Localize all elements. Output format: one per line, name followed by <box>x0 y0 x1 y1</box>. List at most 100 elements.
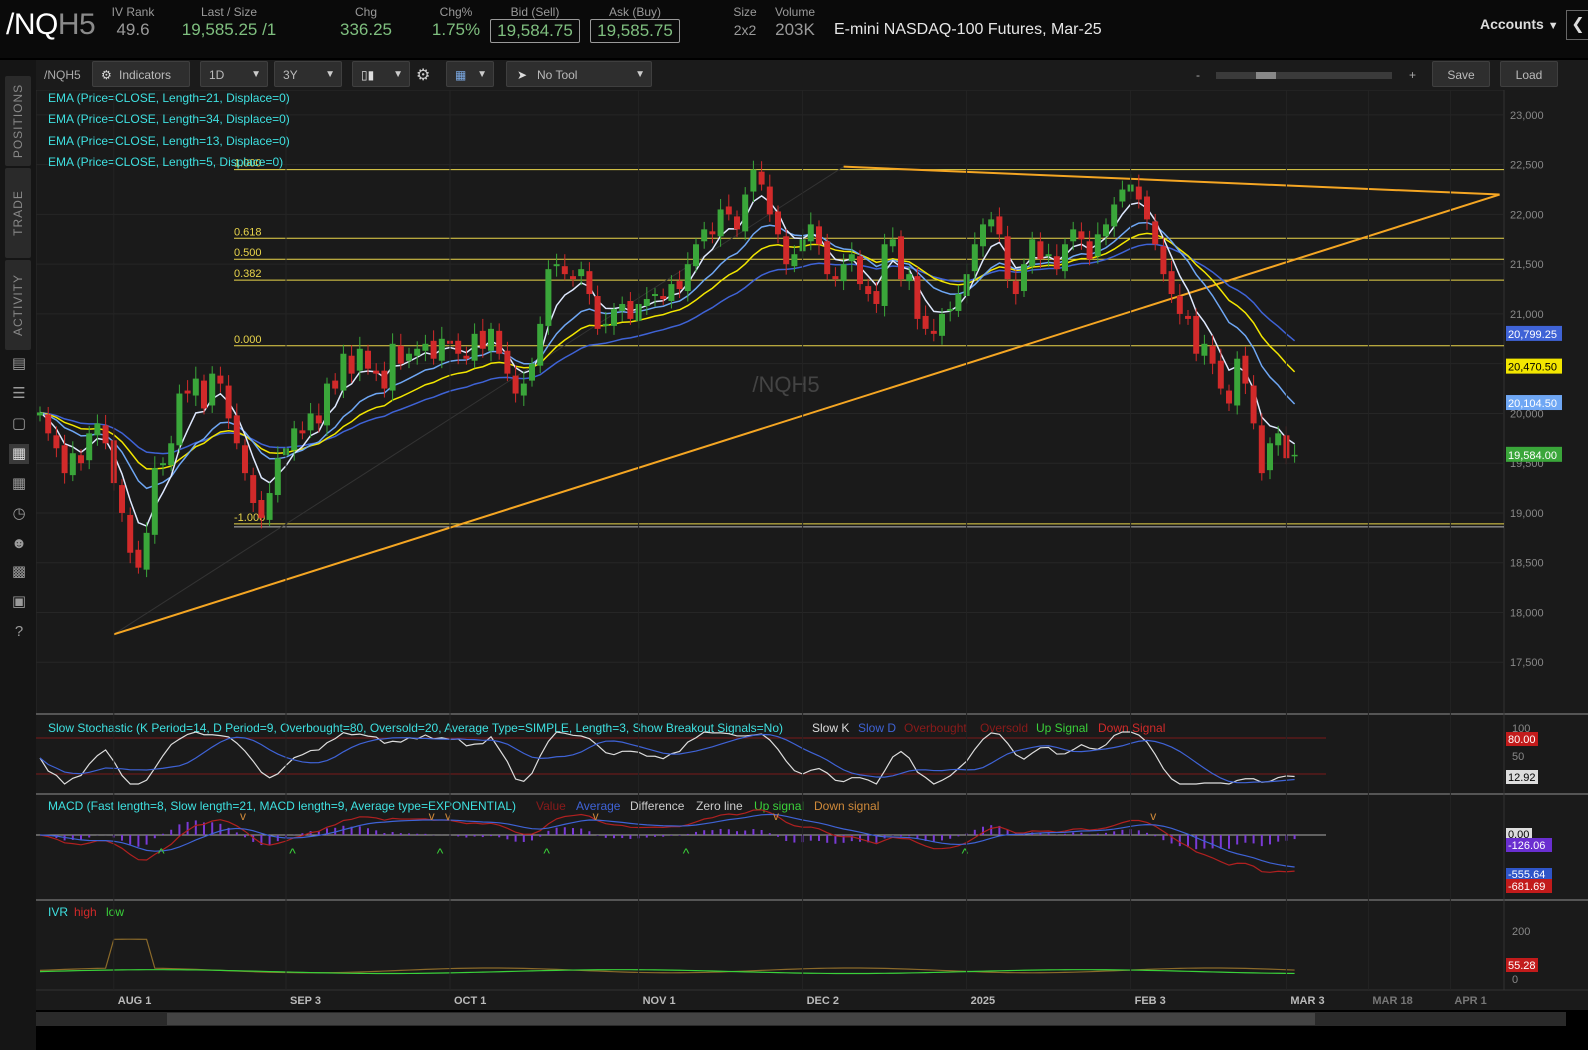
range-select[interactable]: 3Y ▼ <box>274 61 342 87</box>
chart-symbol[interactable]: /NQH5 <box>44 68 81 82</box>
candle-body <box>332 380 339 389</box>
tab-positions[interactable]: POSITIONS <box>5 76 31 166</box>
tv-icon[interactable]: ▢ <box>11 415 27 432</box>
macd-tag-avg-label: -555.64 <box>1508 869 1545 881</box>
symbol-title[interactable]: /NQH5 <box>6 8 96 41</box>
macd-tag-value <box>1506 879 1552 893</box>
zoom-slider[interactable] <box>1216 72 1392 79</box>
down-signal-icon: v <box>429 809 435 823</box>
candle-body <box>619 303 626 311</box>
candle-body <box>840 264 847 282</box>
stoch-legend-slowd: Slow D <box>858 721 896 735</box>
candle-body <box>299 430 306 434</box>
iv-rank: IV Rank 49.6 <box>110 6 156 41</box>
tab-activity[interactable]: ACTIVITY <box>5 260 31 350</box>
macd-signals: ^ v ^ v ^ v ^ v ^ v ^ v <box>158 809 1156 861</box>
candle-body <box>1160 246 1167 275</box>
grid-icon[interactable]: ▦ <box>11 475 27 492</box>
zoom-slider-thumb[interactable] <box>1256 72 1276 79</box>
candle-body <box>1144 196 1150 220</box>
size-value: 2x2 <box>733 22 757 38</box>
stoch-slowk-line <box>39 731 1295 785</box>
candle-body <box>86 433 93 461</box>
horizontal-scrollbar[interactable] <box>36 1012 1566 1026</box>
candle-body <box>1242 355 1249 384</box>
timeframe-select[interactable]: 1D ▼ <box>200 61 268 87</box>
zoom-in-button[interactable]: + <box>1409 68 1417 82</box>
candle-body <box>45 414 52 434</box>
candle-body <box>1176 296 1183 314</box>
candle-body <box>1086 241 1093 260</box>
chevron-left-icon[interactable]: ❮ <box>1566 10 1588 40</box>
candle-body <box>160 463 166 466</box>
zoom-out-button[interactable]: - <box>1196 68 1200 82</box>
candle-body <box>1045 254 1052 257</box>
indicators-button[interactable]: ⚙ Indicators <box>92 61 190 87</box>
candle-body <box>545 269 552 326</box>
macd-legend-value: Value <box>536 799 566 813</box>
candle-body <box>537 323 544 366</box>
candle-body <box>791 254 798 267</box>
accounts-menu[interactable]: Accounts ▼ <box>1480 16 1559 32</box>
candle-body <box>627 300 634 319</box>
candle-body <box>1267 443 1273 471</box>
calendar-icon[interactable]: ▩ <box>11 563 27 580</box>
community-icon[interactable]: ☻ <box>11 535 27 552</box>
candle-body <box>832 276 839 280</box>
drawing-tools-icon[interactable]: ▦ ▼ <box>446 61 494 87</box>
scrollbar-thumb[interactable] <box>167 1013 1315 1025</box>
save-button[interactable]: Save <box>1432 61 1490 87</box>
ivr-tick-200: 200 <box>1512 926 1530 938</box>
news-icon[interactable]: ▤ <box>11 355 27 372</box>
candle-body <box>561 266 568 275</box>
ask-button[interactable]: 19,585.75 <box>590 19 680 43</box>
candle-body <box>898 236 904 280</box>
ema-21-line <box>39 232 1296 470</box>
up-signal-icon: ^ <box>962 845 969 861</box>
list-icon[interactable]: ☰ <box>12 385 26 402</box>
candle-body <box>857 256 863 285</box>
chart-icon[interactable]: ▦ <box>9 444 29 464</box>
price-tick-label: 22,500 <box>1510 160 1544 172</box>
ivr-low-line <box>39 969 1295 975</box>
candle-body <box>1152 221 1159 245</box>
chart-type-select[interactable]: ▯▮ ▼ <box>352 61 410 87</box>
stoch-legend-downsignal: Down Signal <box>1098 721 1165 735</box>
stoch-legend-slowk: Slow K <box>812 721 849 735</box>
last-value: 19,585.25 /1 <box>181 20 277 39</box>
candle-body <box>865 286 872 295</box>
price-chart[interactable]: /NQH5 1.000 0.618 0.500 0.382 0.000 -1.000 17… <box>35 89 1588 1010</box>
bid-label: Bid (Sell) <box>510 5 560 19</box>
chart-area[interactable]: /NQH5 1.000 0.618 0.500 0.382 0.000 -1.000 17… <box>35 89 1588 1010</box>
bid[interactable]: Bid (Sell) 19,584.75 <box>490 6 580 43</box>
tab-trade[interactable]: TRADE <box>5 168 31 258</box>
bid-button[interactable]: 19,584.75 <box>490 19 580 43</box>
candle-body <box>348 355 355 374</box>
last-label: Last / Size <box>200 5 258 19</box>
price-tag <box>1506 395 1562 411</box>
candle-body <box>570 276 576 280</box>
fib-level-label: 0.000 <box>234 334 262 346</box>
gauge-icon[interactable]: ◷ <box>12 505 26 522</box>
candle-body <box>1168 271 1175 295</box>
help-icon[interactable]: ? <box>14 623 24 640</box>
candle-body <box>225 385 232 419</box>
price-tick-label: 22,000 <box>1510 209 1544 221</box>
symbol-description: E-mini NASDAQ-100 Futures, Mar-25 <box>834 21 1102 38</box>
ask[interactable]: Ask (Buy) 19,585.75 <box>590 6 680 43</box>
candle-body <box>766 186 773 215</box>
load-button[interactable]: Load <box>1500 61 1558 87</box>
gear-icon[interactable]: ⚙ <box>416 67 431 84</box>
candle-body <box>102 425 109 444</box>
candle-body <box>529 363 535 381</box>
tool-select[interactable]: ➤ No Tool ▼ <box>506 61 652 87</box>
chevron-down-icon: ▼ <box>393 69 403 80</box>
candle-body <box>127 514 134 553</box>
candle-body <box>1094 234 1101 257</box>
stoch-legend-upsignal: Up Signal <box>1036 721 1088 735</box>
candle-body <box>233 415 240 444</box>
fi-icon[interactable]: ▣ <box>11 593 27 610</box>
candle-body <box>873 291 880 304</box>
candle-body <box>1250 385 1257 424</box>
price-tick-label: 18,500 <box>1510 558 1544 570</box>
